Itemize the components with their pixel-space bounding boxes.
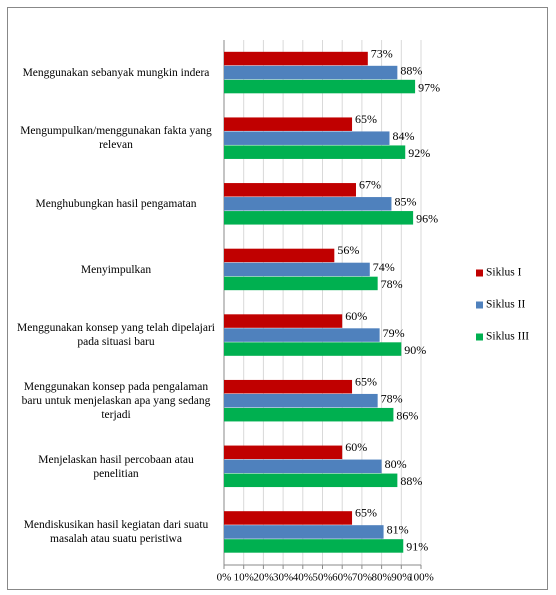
bar — [224, 459, 382, 474]
data-label: 86% — [396, 408, 418, 422]
data-label: 56% — [337, 243, 359, 257]
data-label: 96% — [416, 212, 438, 226]
x-tick-label: 50% — [312, 572, 332, 584]
data-label: 78% — [381, 277, 403, 291]
data-label: 65% — [355, 374, 377, 388]
data-label: 81% — [387, 523, 409, 537]
data-label: 67% — [359, 178, 381, 192]
bar — [224, 197, 392, 211]
data-label: 60% — [345, 309, 367, 323]
bar — [224, 407, 394, 422]
bar — [224, 117, 353, 131]
x-tick-label: 90% — [391, 572, 411, 584]
bar — [224, 65, 398, 80]
x-tick-label: 70% — [352, 572, 372, 584]
data-label: 92% — [408, 146, 430, 160]
x-tick-label: 30% — [273, 572, 293, 584]
bar — [224, 473, 398, 488]
data-label: 80% — [385, 457, 407, 471]
bar — [224, 248, 335, 263]
bar — [224, 51, 368, 66]
x-tick-label: 60% — [332, 572, 352, 584]
data-label: 74% — [373, 260, 395, 274]
bar — [224, 379, 353, 394]
data-label: 90% — [404, 343, 426, 357]
legend-label: Siklus I — [486, 267, 522, 279]
data-label: 78% — [381, 391, 403, 405]
category-label: Mendiskusikan hasil kegiatan dari suatu … — [23, 519, 209, 546]
data-label: 88% — [400, 63, 422, 77]
legend-swatch — [476, 333, 483, 341]
bar — [224, 393, 378, 408]
bar — [224, 131, 390, 145]
data-label: 91% — [406, 540, 428, 554]
category-label: Menggunakan konsep yang telah dipelajari… — [17, 322, 215, 349]
x-tick-label: 20% — [253, 572, 273, 584]
bar — [224, 211, 414, 225]
data-label: 65% — [355, 506, 377, 520]
legend-swatch — [476, 301, 483, 309]
bar — [224, 79, 416, 94]
category-label: Menjelaskan hasil percobaan atau penelit… — [38, 453, 194, 480]
category-label: Menghubungkan hasil pengamatan — [35, 198, 197, 211]
bar — [224, 328, 380, 342]
bar — [224, 511, 353, 525]
x-tick-label: 80% — [372, 572, 392, 584]
category-label: Menggunakan sebanyak mungkin indera — [22, 66, 210, 79]
data-label: 88% — [400, 474, 422, 488]
bar — [224, 342, 402, 356]
bar — [224, 525, 384, 539]
bar — [224, 539, 404, 553]
bar — [224, 145, 406, 159]
bar — [224, 183, 356, 197]
data-label: 60% — [345, 440, 367, 454]
x-tick-label: 0% — [217, 572, 232, 584]
data-label: 85% — [394, 195, 416, 209]
category-label: Mengumpulkan/menggunakan fakta yang rele… — [20, 125, 212, 152]
legend-label: Siklus II — [486, 299, 525, 311]
chart-border — [7, 7, 548, 590]
x-tick-label: 10% — [234, 572, 254, 584]
legend-swatch — [476, 269, 483, 277]
category-label: Menggunakan konsep pada pengalaman baru … — [21, 380, 211, 421]
data-label: 97% — [418, 80, 440, 94]
data-label: 79% — [383, 326, 405, 340]
legend-label: Siklus III — [486, 331, 529, 343]
bar — [224, 314, 343, 328]
bar — [224, 276, 378, 291]
bar — [224, 262, 370, 277]
category-label: Menyimpulkan — [80, 263, 152, 276]
x-tick-label: 40% — [293, 572, 313, 584]
data-label: 73% — [371, 46, 393, 60]
bar — [224, 445, 343, 460]
data-label: 65% — [355, 112, 377, 126]
x-tick-label: 100% — [408, 572, 434, 584]
data-label: 84% — [392, 129, 414, 143]
